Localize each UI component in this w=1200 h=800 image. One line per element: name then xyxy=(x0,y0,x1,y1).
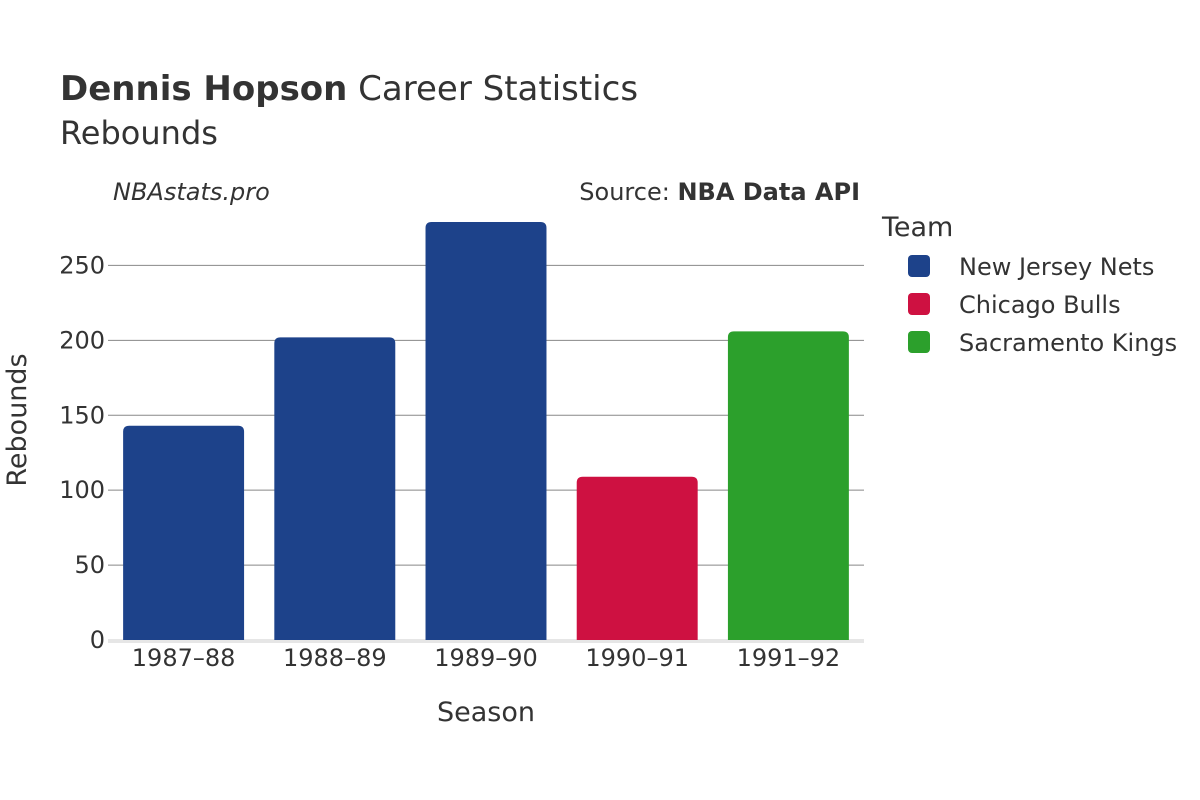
source-name: NBA Data API xyxy=(677,178,860,206)
bar[interactable] xyxy=(576,476,698,640)
legend: Team New Jersey Nets Chicago Bulls Sacrame… xyxy=(881,212,1177,357)
x-tick-label: 1989–90 xyxy=(434,644,538,672)
bar[interactable] xyxy=(274,337,396,640)
x-axis-title: Season xyxy=(437,697,535,728)
y-tick-label: 100 xyxy=(59,476,105,504)
legend-label[interactable]: Sacramento Kings xyxy=(959,329,1177,357)
y-tick-label: 0 xyxy=(90,626,105,654)
y-tick-label: 250 xyxy=(59,251,105,279)
x-tick-labels: 1987–88 1988–89 1989–90 1990–91 1991–92 xyxy=(132,644,840,672)
legend-swatch[interactable] xyxy=(908,331,930,353)
legend-swatch[interactable] xyxy=(908,255,930,277)
x-tick-label: 1987–88 xyxy=(132,644,236,672)
source-prefix: Source: xyxy=(579,178,677,206)
chart-title-player: Dennis Hopson xyxy=(60,69,347,109)
legend-title: Team xyxy=(881,212,953,243)
x-axis-baseline xyxy=(108,639,864,643)
bars xyxy=(123,221,849,640)
y-tick-label: 200 xyxy=(59,326,105,354)
watermark: NBAstats.pro xyxy=(113,178,270,206)
chart-title-rest: Career Statistics xyxy=(347,69,638,109)
chart-subtitle: Rebounds xyxy=(60,114,218,152)
source-credit: Source: NBA Data API xyxy=(579,178,860,206)
y-tick-label: 50 xyxy=(74,551,105,579)
x-tick-label: 1990–91 xyxy=(585,644,689,672)
legend-swatch[interactable] xyxy=(908,293,930,315)
bar[interactable] xyxy=(727,331,849,640)
legend-label[interactable]: Chicago Bulls xyxy=(959,291,1121,319)
legend-label[interactable]: New Jersey Nets xyxy=(959,253,1154,281)
x-tick-label: 1991–92 xyxy=(737,644,841,672)
bar[interactable] xyxy=(425,221,547,640)
y-axis-title: Rebounds xyxy=(2,353,33,486)
chart-title: Dennis Hopson Career Statistics xyxy=(60,69,638,109)
x-tick-label: 1988–89 xyxy=(283,644,387,672)
bar[interactable] xyxy=(123,425,245,640)
y-tick-label: 150 xyxy=(59,401,105,429)
y-tick-labels: 0 50 100 150 200 250 xyxy=(59,251,105,654)
